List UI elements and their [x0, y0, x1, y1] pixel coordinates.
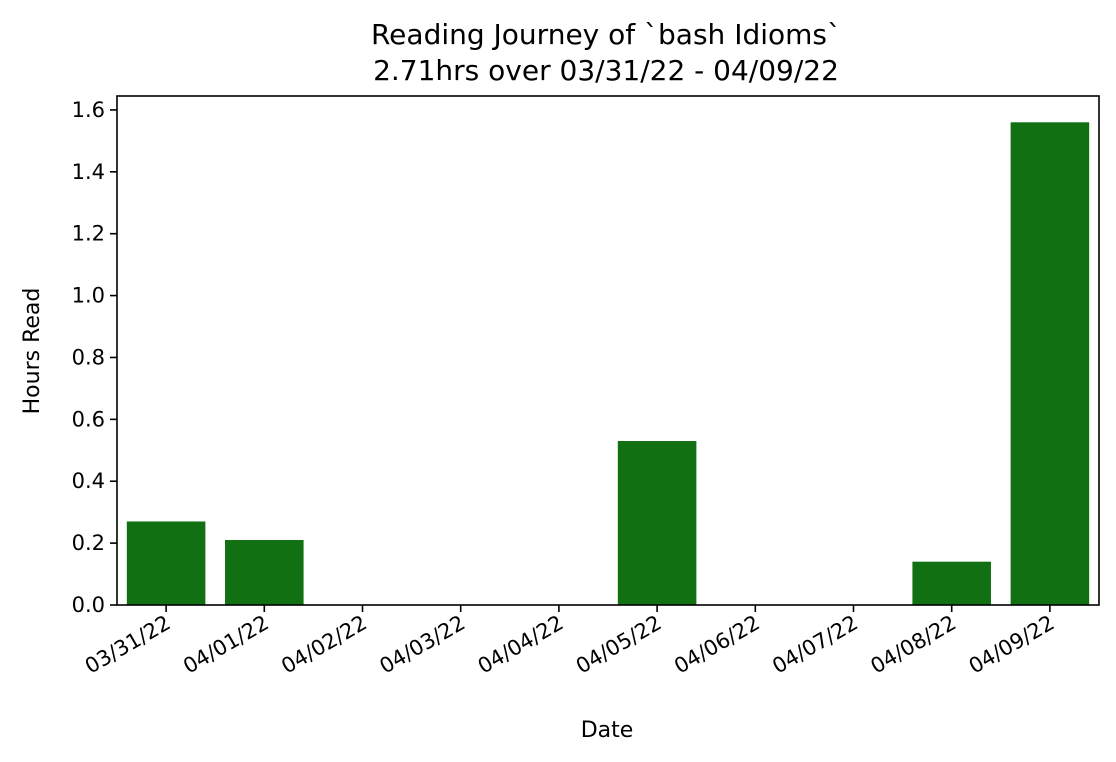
x-tick-label: 04/06/22: [670, 611, 764, 679]
y-tick-label: 0.2: [72, 531, 105, 555]
bar: [1010, 122, 1090, 606]
y-tick-label: 0.4: [72, 469, 105, 493]
y-tick-label: 0.0: [72, 593, 105, 617]
x-tick-label: 04/07/22: [768, 611, 862, 679]
x-axis-ticks: 03/31/22 04/01/22 04/02/22 04/03/22 04/04/22…: [81, 605, 1058, 678]
y-tick-label: 1.6: [72, 98, 105, 122]
y-tick-label: 1.2: [72, 222, 105, 246]
x-tick-label: 04/08/22: [867, 611, 961, 679]
x-tick-label: 04/05/22: [572, 611, 666, 679]
y-axis-label: Hours Read: [20, 288, 45, 415]
bar: [617, 441, 697, 605]
y-tick-label: 1.0: [72, 284, 105, 308]
x-tick-label: 04/04/22: [474, 611, 568, 679]
y-axis-ticks: 0.0 0.2 0.4 0.6 0.8 1.0 1.2 1.4 1.6: [72, 98, 117, 617]
x-tick-label: 04/01/22: [179, 611, 273, 679]
bar: [912, 561, 991, 605]
x-tick-label: 04/09/22: [965, 611, 1059, 679]
chart-subtitle: 2.71hrs over 03/31/22 - 04/09/22: [373, 54, 839, 87]
y-tick-label: 1.4: [72, 160, 105, 184]
bar: [126, 521, 206, 605]
x-axis-label: Date: [581, 718, 634, 743]
x-tick-label: 04/03/22: [376, 611, 470, 679]
plot-frame: [116, 95, 1100, 606]
y-tick-label: 0.8: [72, 345, 105, 369]
bars-group: [126, 122, 1090, 606]
x-tick-label: 04/02/22: [277, 611, 371, 679]
y-tick-label: 0.6: [72, 407, 105, 431]
bar: [225, 540, 304, 605]
chart-title: Reading Journey of `bash Idioms`: [371, 18, 841, 51]
x-tick-label: 03/31/22: [81, 611, 175, 679]
